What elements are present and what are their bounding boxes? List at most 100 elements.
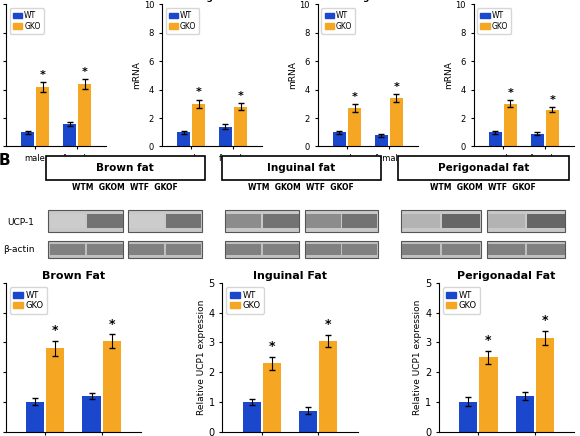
Bar [536,338,554,432]
Bar [26,402,44,432]
Y-axis label: Relative UCP1 expression: Relative UCP1 expression [197,300,206,415]
Text: A: A [6,9,17,24]
FancyBboxPatch shape [401,210,481,232]
Text: *: * [542,314,548,327]
Text: *: * [485,334,492,347]
Y-axis label: mRNA: mRNA [132,61,141,89]
FancyBboxPatch shape [128,210,202,232]
Text: *: * [195,88,202,98]
Bar [299,411,317,432]
Title: Brown Fat: Brown Fat [42,271,105,281]
Bar [390,98,403,146]
Bar [78,84,91,146]
FancyBboxPatch shape [304,210,378,232]
Text: UCP-1: UCP-1 [8,218,34,227]
FancyBboxPatch shape [402,214,440,228]
Bar [36,87,49,146]
Text: β-actin: β-actin [3,245,34,254]
FancyBboxPatch shape [527,214,564,228]
FancyBboxPatch shape [166,214,201,228]
Text: *: * [40,70,46,80]
Legend: WT, GKO: WT, GKO [165,8,200,34]
Bar [234,107,247,146]
FancyBboxPatch shape [226,214,262,228]
FancyBboxPatch shape [263,244,299,255]
FancyBboxPatch shape [487,241,565,258]
Text: Brown fat: Brown fat [96,163,154,173]
Text: *: * [269,340,275,353]
Text: *: * [325,318,332,331]
Text: WTM  GKOM  WTF  GKOF: WTM GKOM WTF GKOF [248,183,354,192]
Bar [480,358,498,432]
Title: UCP1-Inguinal Fat: UCP1-Inguinal Fat [166,0,258,2]
FancyBboxPatch shape [87,214,122,228]
Bar [177,132,190,146]
Bar [46,348,64,432]
FancyBboxPatch shape [129,244,164,255]
FancyBboxPatch shape [263,214,299,228]
Text: B: B [0,153,10,168]
Title: UCP1-Brown Fat: UCP1-Brown Fat [15,0,97,2]
FancyBboxPatch shape [527,244,564,255]
Bar [63,124,76,146]
Bar [21,132,34,146]
FancyBboxPatch shape [49,244,85,255]
Bar [516,396,534,432]
FancyBboxPatch shape [342,244,377,255]
Text: C: C [6,287,17,303]
Bar [320,341,338,432]
Title: Inguinal Fat: Inguinal Fat [253,271,327,281]
Y-axis label: mRNA: mRNA [288,61,297,89]
Title: UCP1-Perigonadal Fat: UCP1-Perigonadal Fat [313,0,423,2]
FancyBboxPatch shape [487,210,565,232]
Text: *: * [82,67,88,77]
Legend: WT, GKO: WT, GKO [443,287,480,313]
FancyBboxPatch shape [128,241,202,258]
Legend: WT, GKO: WT, GKO [477,8,512,34]
FancyBboxPatch shape [222,156,381,181]
Title: Perigonadal Fat: Perigonadal Fat [458,271,556,281]
Text: *: * [238,91,244,101]
FancyBboxPatch shape [401,241,481,258]
Legend: WT, GKO: WT, GKO [10,8,44,34]
Title: UCP1-Mesenteric Fat: UCP1-Mesenteric Fat [470,0,577,2]
Text: *: * [351,92,357,102]
Text: WTM  GKOM  WTF  GKOF: WTM GKOM WTF GKOF [72,183,178,192]
Bar [103,341,121,432]
FancyBboxPatch shape [402,244,440,255]
FancyBboxPatch shape [226,244,262,255]
FancyBboxPatch shape [304,241,378,258]
Bar [192,104,205,146]
Legend: WT, GKO: WT, GKO [321,8,356,34]
Bar [219,126,232,146]
Text: *: * [52,324,59,337]
Bar [531,134,544,146]
Text: *: * [394,82,400,92]
FancyBboxPatch shape [49,210,123,232]
Bar [546,109,559,146]
Text: Inguinal fat: Inguinal fat [267,163,335,173]
FancyBboxPatch shape [442,244,480,255]
Bar [82,396,100,432]
Text: *: * [549,95,555,105]
FancyBboxPatch shape [87,244,122,255]
FancyBboxPatch shape [342,214,377,228]
Bar [263,363,281,432]
FancyBboxPatch shape [398,156,568,181]
Bar [489,132,502,146]
FancyBboxPatch shape [166,244,201,255]
FancyBboxPatch shape [224,210,299,232]
FancyBboxPatch shape [306,244,340,255]
FancyBboxPatch shape [49,214,85,228]
Bar [333,132,346,146]
Bar [375,135,388,146]
Bar [504,104,517,146]
FancyBboxPatch shape [488,244,525,255]
FancyBboxPatch shape [46,156,205,181]
Text: WTM  GKOM  WTF  GKOF: WTM GKOM WTF GKOF [430,183,536,192]
Text: *: * [108,318,115,331]
Y-axis label: mRNA: mRNA [444,61,452,89]
Text: *: * [508,88,513,98]
FancyBboxPatch shape [442,214,480,228]
Bar [459,402,477,432]
